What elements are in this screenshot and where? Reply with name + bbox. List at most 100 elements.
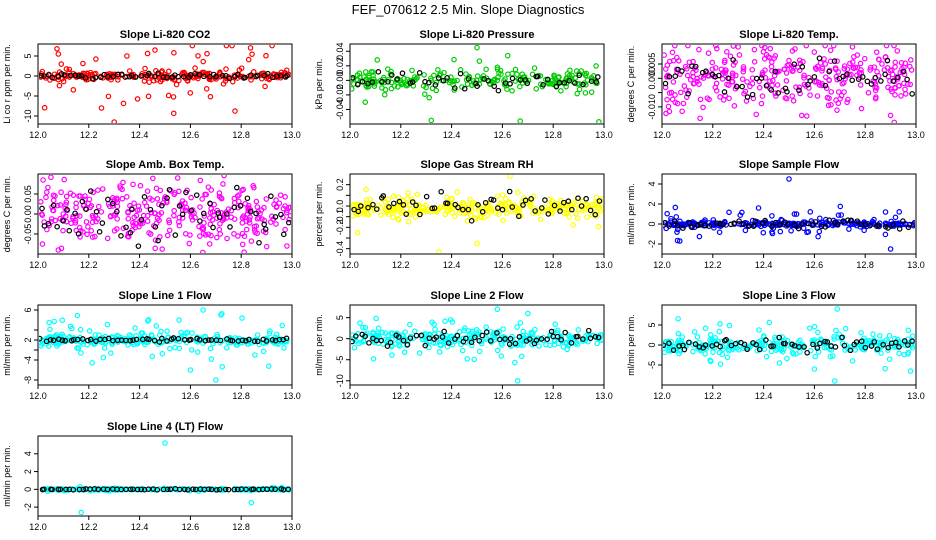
data-point-black xyxy=(176,203,183,209)
data-point-black xyxy=(752,218,759,224)
data-point xyxy=(223,66,229,72)
data-point xyxy=(159,350,166,357)
data-point xyxy=(411,328,418,334)
data-point xyxy=(391,83,398,89)
data-point xyxy=(504,52,511,59)
data-point-black xyxy=(440,77,447,84)
data-point xyxy=(690,341,696,348)
data-point xyxy=(844,99,850,106)
data-point xyxy=(206,76,213,83)
data-point xyxy=(883,337,889,343)
data-point xyxy=(93,218,99,225)
data-point xyxy=(902,91,909,97)
data-point xyxy=(767,45,774,52)
data-point xyxy=(50,192,57,199)
data-point-black xyxy=(571,80,578,86)
data-point xyxy=(273,221,279,227)
data-point-black xyxy=(862,344,869,351)
data-point-black xyxy=(756,346,763,353)
data-point xyxy=(712,65,719,71)
data-point-black xyxy=(855,76,862,82)
data-point-black xyxy=(237,203,244,209)
data-point-black xyxy=(689,224,695,231)
data-point xyxy=(575,327,582,333)
x-tick-label: 12.2 xyxy=(80,260,98,270)
data-point-black xyxy=(674,222,681,229)
data-point xyxy=(57,202,64,208)
data-point-black xyxy=(799,221,805,227)
data-point-black xyxy=(138,73,144,79)
data-point-black xyxy=(175,73,181,80)
data-point xyxy=(422,336,429,342)
data-point xyxy=(716,328,723,335)
data-point-black xyxy=(92,74,99,81)
data-point-black xyxy=(197,218,203,224)
data-point xyxy=(381,91,388,98)
data-point-black xyxy=(473,80,479,87)
data-point xyxy=(476,329,482,335)
data-point-black xyxy=(553,83,560,90)
data-point xyxy=(239,215,246,221)
data-point xyxy=(494,64,501,71)
data-point-black xyxy=(246,336,252,343)
data-point-black xyxy=(834,221,841,228)
data-point xyxy=(388,68,394,75)
data-point xyxy=(801,75,807,81)
data-point xyxy=(841,65,848,72)
data-point xyxy=(375,325,382,332)
data-point-black xyxy=(261,221,267,228)
data-point xyxy=(351,213,356,219)
data-point-black xyxy=(207,200,213,207)
data-point xyxy=(717,361,724,367)
data-point xyxy=(141,199,148,206)
x-tick-label: 12.6 xyxy=(494,260,512,270)
y-tick-label: 0 xyxy=(647,342,657,347)
data-point-outlier xyxy=(187,367,194,373)
data-point xyxy=(724,49,730,55)
data-point xyxy=(123,194,130,200)
data-point xyxy=(835,89,842,95)
data-point-black xyxy=(208,486,215,493)
data-point xyxy=(171,207,177,214)
data-point-black xyxy=(692,341,699,347)
data-point xyxy=(389,352,395,358)
data-point xyxy=(171,50,177,56)
data-point xyxy=(108,350,114,356)
data-point-black xyxy=(188,207,195,214)
data-point xyxy=(709,59,716,66)
data-point xyxy=(245,202,252,209)
data-point xyxy=(104,321,111,328)
data-point-black xyxy=(400,202,407,208)
data-point xyxy=(588,89,595,95)
data-point xyxy=(847,60,853,67)
data-point xyxy=(570,222,576,228)
data-point-black xyxy=(522,197,529,204)
data-point xyxy=(137,182,144,189)
data-point xyxy=(673,214,680,220)
data-point xyxy=(812,353,818,360)
y-tick-label: -10 xyxy=(335,374,345,387)
data-point xyxy=(476,348,483,355)
data-point-black xyxy=(686,339,692,346)
data-point xyxy=(668,215,674,222)
data-point-black xyxy=(72,210,78,217)
x-tick-label: 12.8 xyxy=(232,260,250,270)
x-tick-label: 13.0 xyxy=(283,260,301,270)
data-point xyxy=(166,227,173,234)
data-point-black xyxy=(351,75,356,81)
data-point xyxy=(45,343,52,349)
data-point-black xyxy=(758,75,765,81)
data-point-black xyxy=(441,328,447,335)
data-point xyxy=(134,96,141,102)
data-point-black xyxy=(80,486,87,493)
y-tick-label: 0.05 xyxy=(23,185,33,203)
data-point xyxy=(220,486,226,493)
data-point-black xyxy=(457,70,464,77)
data-point-black xyxy=(804,349,810,356)
data-point xyxy=(858,105,865,112)
data-point xyxy=(696,46,702,53)
data-point xyxy=(395,216,401,222)
data-point xyxy=(48,216,55,222)
data-point-black xyxy=(874,346,881,352)
data-point-black xyxy=(47,337,54,343)
